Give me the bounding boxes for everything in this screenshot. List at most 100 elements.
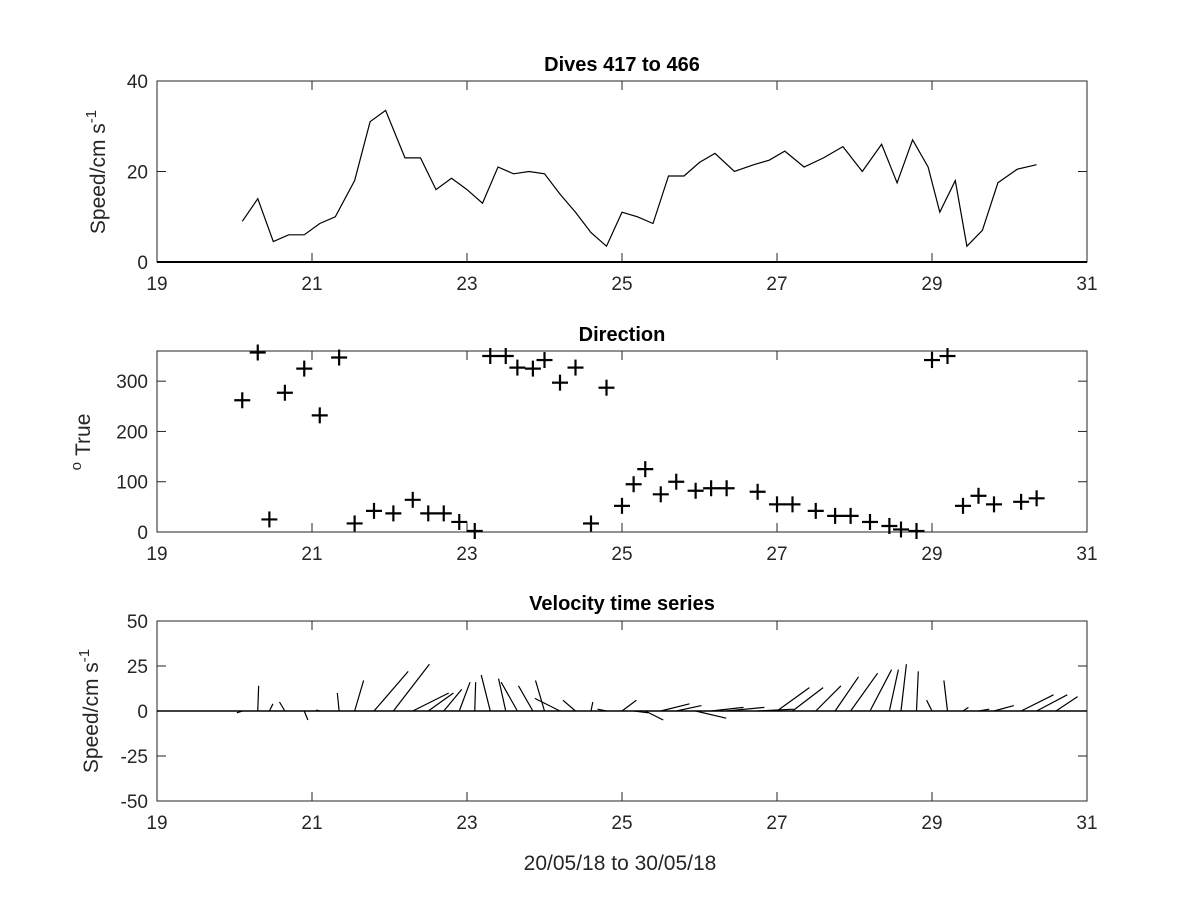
direction-panel: Direction 19 21 23 25 27 29 31 0 100 200 300 o True [68,324,1098,565]
direction-point [625,476,642,493]
direction-point [466,522,483,539]
velocity-stick [458,681,471,712]
direction-point [536,352,553,369]
direction-point [718,480,735,497]
velocity-stick [517,685,534,712]
velocity-stick [480,674,491,712]
direction-point [970,487,987,504]
velocity-panel: Velocity time series 19 21 23 25 27 29 31 -50 -2… [76,593,1098,875]
direction-point [703,480,720,497]
direction-point [769,496,785,513]
direction-point [908,522,925,539]
velocity-stick [412,692,450,712]
direction-xtick-label: 29 [921,544,942,565]
speed-ylabel-sup: -1 [83,110,100,123]
direction-point [404,491,421,508]
direction-point [524,360,541,377]
direction-point [366,502,382,519]
direction-point [331,349,348,366]
direction-plot-area: 19 21 23 25 27 29 31 0 100 200 300 [116,344,1098,565]
velocity-stick [590,701,594,712]
velocity-stick [962,706,969,712]
velocity-ylabel: Speed/cm s-1 [76,649,103,773]
speed-ytick-label: 0 [137,253,148,274]
velocity-stick [695,710,727,719]
direction-ytick-label: 100 [116,473,148,494]
velocity-stick [534,697,561,712]
velocity-stick [711,706,744,712]
direction-point [311,407,328,424]
direction-point [893,521,909,538]
velocity-stick [633,710,649,714]
velocity-stick [597,708,607,712]
velocity-stick [850,672,879,712]
direction-xtick-label: 25 [611,544,632,565]
velocity-ytick-label: -25 [121,747,148,768]
velocity-xtick-label: 29 [921,813,942,834]
direction-point [749,483,766,500]
velocity-stick [676,705,702,712]
direction-point [842,507,859,524]
velocity-xlabel: 20/05/18 to 30/05/18 [524,852,717,875]
direction-point [687,482,704,499]
speed-series-line [241,109,1037,248]
direction-point [1013,493,1030,510]
direction-xtick-label: 21 [301,544,322,565]
direction-xtick-label: 31 [1076,544,1097,565]
speed-ytick-label: 20 [127,163,148,184]
speed-xtick-label: 29 [921,274,942,295]
velocity-stick [336,692,340,712]
velocity-plot-area: 19 21 23 25 27 29 31 -50 -25 0 25 50 [121,612,1098,834]
velocity-ytick-label: -50 [121,792,148,813]
direction-point [497,348,514,365]
velocity-stick [497,678,507,712]
direction-point [955,497,971,514]
direction-point [637,461,654,478]
direction-point [939,348,956,365]
direction-ylabel-text: True [72,414,95,456]
velocity-stick [792,687,824,712]
speed-ylabel-text: Speed/cm s [87,123,110,234]
velocity-stick [978,708,990,712]
velocity-stick [392,663,430,712]
speed-panel: Dives 417 to 466 19 21 23 25 27 29 31 0 20 40 Spe… [83,54,1098,295]
velocity-panel-title: Velocity time series [529,593,715,615]
velocity-xtick-label: 25 [611,813,632,834]
velocity-stick [926,699,933,712]
direction-point [276,384,293,401]
velocity-stick [236,710,243,714]
direction-point [668,473,685,490]
direction-point [1028,490,1045,507]
direction-xtick-label: 19 [146,544,167,565]
velocity-stick [268,703,274,712]
velocity-stick [373,671,409,712]
direction-point [296,360,313,377]
velocity-stick [316,709,320,712]
direction-point [552,374,568,391]
direction-ytick-label: 300 [116,372,148,393]
direction-point [261,511,278,528]
direction-point [924,352,940,369]
velocity-stick [915,671,919,712]
speed-xtick-label: 23 [456,274,477,295]
velocity-stick [1055,696,1078,712]
velocity-stick [562,699,576,712]
direction-ytick-label: 0 [137,523,148,544]
direction-point [827,507,844,524]
direction-xtick-label: 27 [766,544,787,565]
direction-point [598,379,615,396]
velocity-xtick-label: 27 [766,813,787,834]
velocity-ylabel-text: Speed/cm s [80,662,103,773]
velocity-ytick-label: 50 [127,612,148,633]
direction-point [509,359,526,376]
direction-point [249,344,266,361]
velocity-stick [644,710,664,721]
direction-panel-title: Direction [579,324,666,346]
velocity-stick [303,710,309,721]
direction-point [435,505,452,522]
velocity-ytick-label: 25 [127,657,148,678]
speed-xtick-label: 21 [301,274,322,295]
velocity-stick [427,692,454,712]
velocity-stick [993,705,1014,712]
